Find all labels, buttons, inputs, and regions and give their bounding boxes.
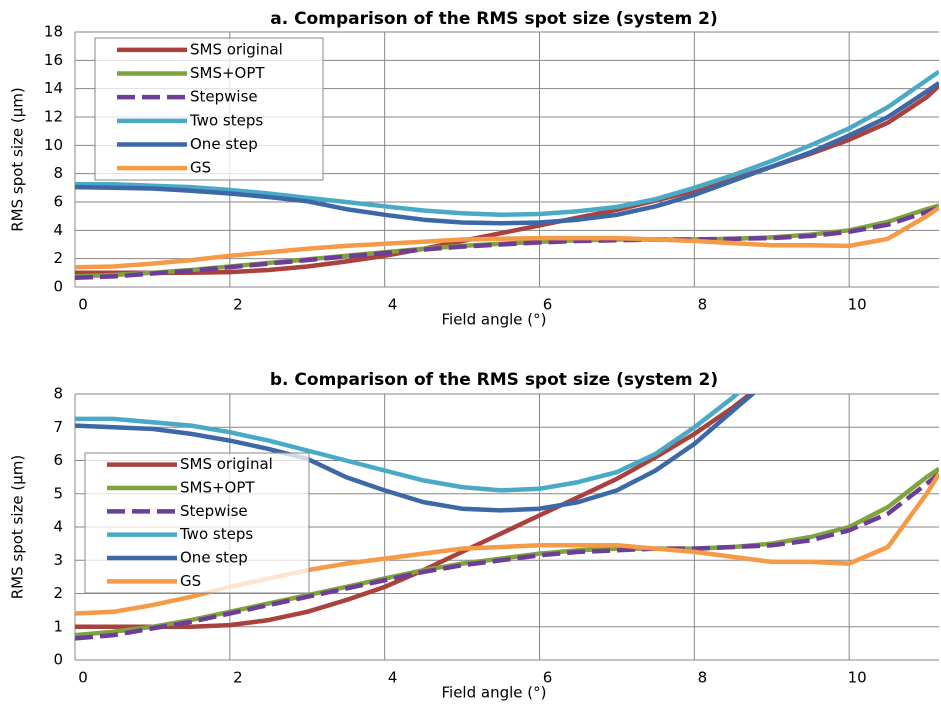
legend-label: Stepwise: [190, 88, 258, 106]
x-tick-label: 8: [698, 669, 708, 687]
y-tick-label: 6: [53, 193, 63, 211]
chart: 0 2 4 6 8 10 12 14 16 18 0 2 4 6 8 10 a. Comparison of t…: [9, 9, 939, 329]
y-tick-label: 2: [53, 584, 63, 602]
series-line: [75, 203, 939, 279]
x-tick-label: 8: [698, 296, 708, 314]
legend-label: One step: [190, 135, 258, 153]
y-axis-label: RMS spot size (µm): [9, 87, 27, 232]
legend-label: Stepwise: [180, 502, 248, 520]
legend-box: [94, 37, 324, 181]
legend-label: SMS+OPT: [180, 479, 255, 497]
x-tick-label: 0: [78, 669, 88, 687]
x-tick-label: 2: [233, 296, 243, 314]
legend-label: Two steps: [189, 111, 263, 129]
legend-label: Two steps: [179, 525, 253, 543]
chart: 0 1 2 3 4 5 6 7 8 0 2 4 6 8 10 b. Comparison of the RMS…: [9, 370, 939, 702]
y-tick-label: 2: [53, 249, 63, 267]
legend-label: GS: [180, 572, 201, 590]
x-tick-label: 4: [388, 669, 398, 687]
chart-title: b. Comparison of the RMS spot size (syst…: [270, 370, 718, 390]
y-tick-label: 4: [53, 518, 63, 536]
legend: SMS original SMS+OPT Stepwise Two steps One …: [84, 452, 310, 594]
series-line: [75, 205, 939, 281]
x-axis-label: Field angle (°): [442, 684, 547, 702]
y-tick-label: 8: [53, 164, 63, 182]
series-line: [75, 472, 939, 641]
x-axis-label: Field angle (°): [442, 311, 547, 329]
y-tick-label: 16: [44, 51, 63, 69]
y-axis-label: RMS spot size (µm): [9, 455, 27, 600]
y-tick-label: 8: [53, 385, 63, 403]
series-line: [75, 394, 754, 630]
x-tick-label: 0: [78, 296, 88, 314]
legend-label: SMS original: [190, 40, 283, 58]
y-tick-label: 1: [53, 617, 63, 635]
y-tick-label: 0: [53, 651, 63, 669]
series-line: [75, 69, 939, 218]
legend-label: GS: [190, 159, 211, 177]
x-tick-label: 6: [543, 669, 553, 687]
y-tick-label: 6: [53, 451, 63, 469]
series-line: [75, 205, 939, 270]
legend: SMS original SMS+OPT Stepwise Two steps One …: [94, 37, 324, 181]
y-tick-label: 0: [53, 278, 63, 296]
y-tick-label: 10: [44, 136, 63, 154]
y-tick-label: 12: [44, 108, 63, 126]
x-tick-label: 10: [848, 296, 867, 314]
x-tick-label: 10: [848, 669, 867, 687]
chart-title: a. Comparison of the RMS spot size (syst…: [270, 9, 718, 29]
y-tick-label: 3: [53, 551, 63, 569]
series-line: [75, 394, 741, 493]
legend-label: SMS+OPT: [190, 64, 265, 82]
legend-label: SMS original: [180, 455, 273, 473]
x-tick-label: 2: [233, 669, 243, 687]
series-line: [75, 81, 939, 226]
y-tick-label: 14: [44, 79, 63, 97]
legend-label: One step: [180, 549, 248, 567]
plot-lines: [75, 69, 939, 281]
y-tick-label: 4: [53, 221, 63, 239]
x-tick-label: 6: [543, 296, 553, 314]
legend-box: [84, 452, 310, 594]
y-tick-label: 5: [53, 484, 63, 502]
y-tick-label: 18: [44, 23, 63, 41]
series-line: [75, 394, 756, 513]
y-tick-label: 7: [53, 418, 63, 436]
x-tick-label: 4: [388, 296, 398, 314]
